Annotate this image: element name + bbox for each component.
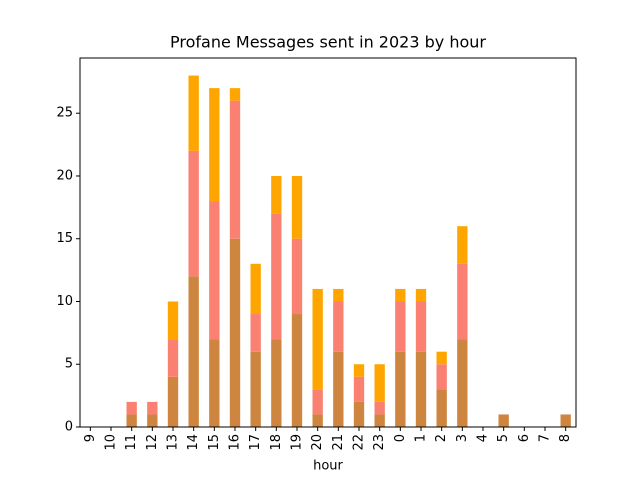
bar-segment [374,414,385,427]
x-tick-label: 17 [248,434,263,451]
x-tick-label: 18 [269,434,284,451]
bar-segment [126,401,137,415]
bar-segment [415,301,427,352]
x-tick-label: 6 [517,434,532,442]
x-tick-label: 7 [538,434,553,442]
bar-segment [147,401,158,415]
bar-segment [229,88,241,101]
bar-segment [209,339,220,427]
bar-segment [167,339,179,377]
bar-segment [498,414,509,427]
x-tick-label: 1 [414,434,429,442]
bar-segment [436,364,447,390]
x-tick-label: 11 [124,434,139,451]
x-axis-label: hour [313,459,343,474]
x-tick-label: 5 [496,434,511,442]
bar-segment [457,339,468,427]
bar-segment [229,238,241,427]
bar-segment [415,288,427,302]
y-tick-label: 15 [56,231,73,246]
bar-segment [271,213,282,340]
x-tick-label: 8 [558,434,573,442]
bar-segment [229,100,241,239]
bar-segment [333,288,344,302]
bar-segment [250,314,261,352]
x-tick-label: 20 [310,434,325,451]
bar-segment [560,414,571,427]
bar-segment [374,401,385,415]
bar-segment [415,351,427,427]
x-tick-label: 13 [166,434,181,451]
y-tick-label: 20 [56,168,73,183]
bar-segment [395,301,406,352]
x-tick-label: 14 [186,434,201,451]
bar-segment [209,88,220,202]
y-tick-label: 5 [65,357,73,372]
bar-segment [457,263,468,340]
x-tick-label: 3 [455,434,470,442]
bar-segment [291,238,303,315]
bar-segment [188,276,199,427]
x-tick-label: 21 [331,434,346,451]
bar-segment [167,301,179,340]
bar-segment [209,201,220,340]
bar-segment [333,351,344,427]
bar-segment [312,389,323,415]
y-tick-label: 25 [56,106,73,121]
bar-segment [126,414,137,427]
bar-segment [353,401,365,427]
bar-segment [147,414,158,427]
bar-segment [374,364,385,402]
bar-segment [188,150,199,277]
bar-segment [395,351,406,427]
bar-segment [436,389,447,427]
bar-segment [291,175,303,239]
bar-segment [167,376,179,427]
bar-segment [436,351,447,365]
bar-segment [250,263,261,315]
x-tick-label: 23 [372,434,387,451]
plot-frame [79,57,577,428]
bar-segment [353,376,365,402]
bar-segment [457,226,468,264]
bar-segment [188,75,199,151]
x-tick-label: 16 [228,434,243,451]
chart-title: Profane Messages sent in 2023 by hour [170,33,486,52]
x-tick-label: 9 [83,434,98,442]
x-tick-label: 22 [352,434,367,451]
bar-segment [271,175,282,214]
bar-segment [271,339,282,427]
bar-segment [312,288,323,390]
bar-segment [353,364,365,377]
x-tick-label: 15 [207,434,222,451]
x-tick-label: 4 [476,434,491,442]
x-tick-label: 19 [290,434,305,451]
x-tick-label: 12 [145,434,160,451]
bar-segment [333,301,344,352]
bar-segment [250,351,261,427]
y-tick-label: 10 [56,294,73,309]
y-tick-label: 0 [65,420,73,435]
bar-segment [395,288,406,302]
x-tick-label: 10 [104,434,119,451]
bar-segment [291,314,303,427]
bar-segment [312,414,323,427]
x-tick-label: 0 [393,434,408,442]
x-tick-label: 2 [434,434,449,442]
